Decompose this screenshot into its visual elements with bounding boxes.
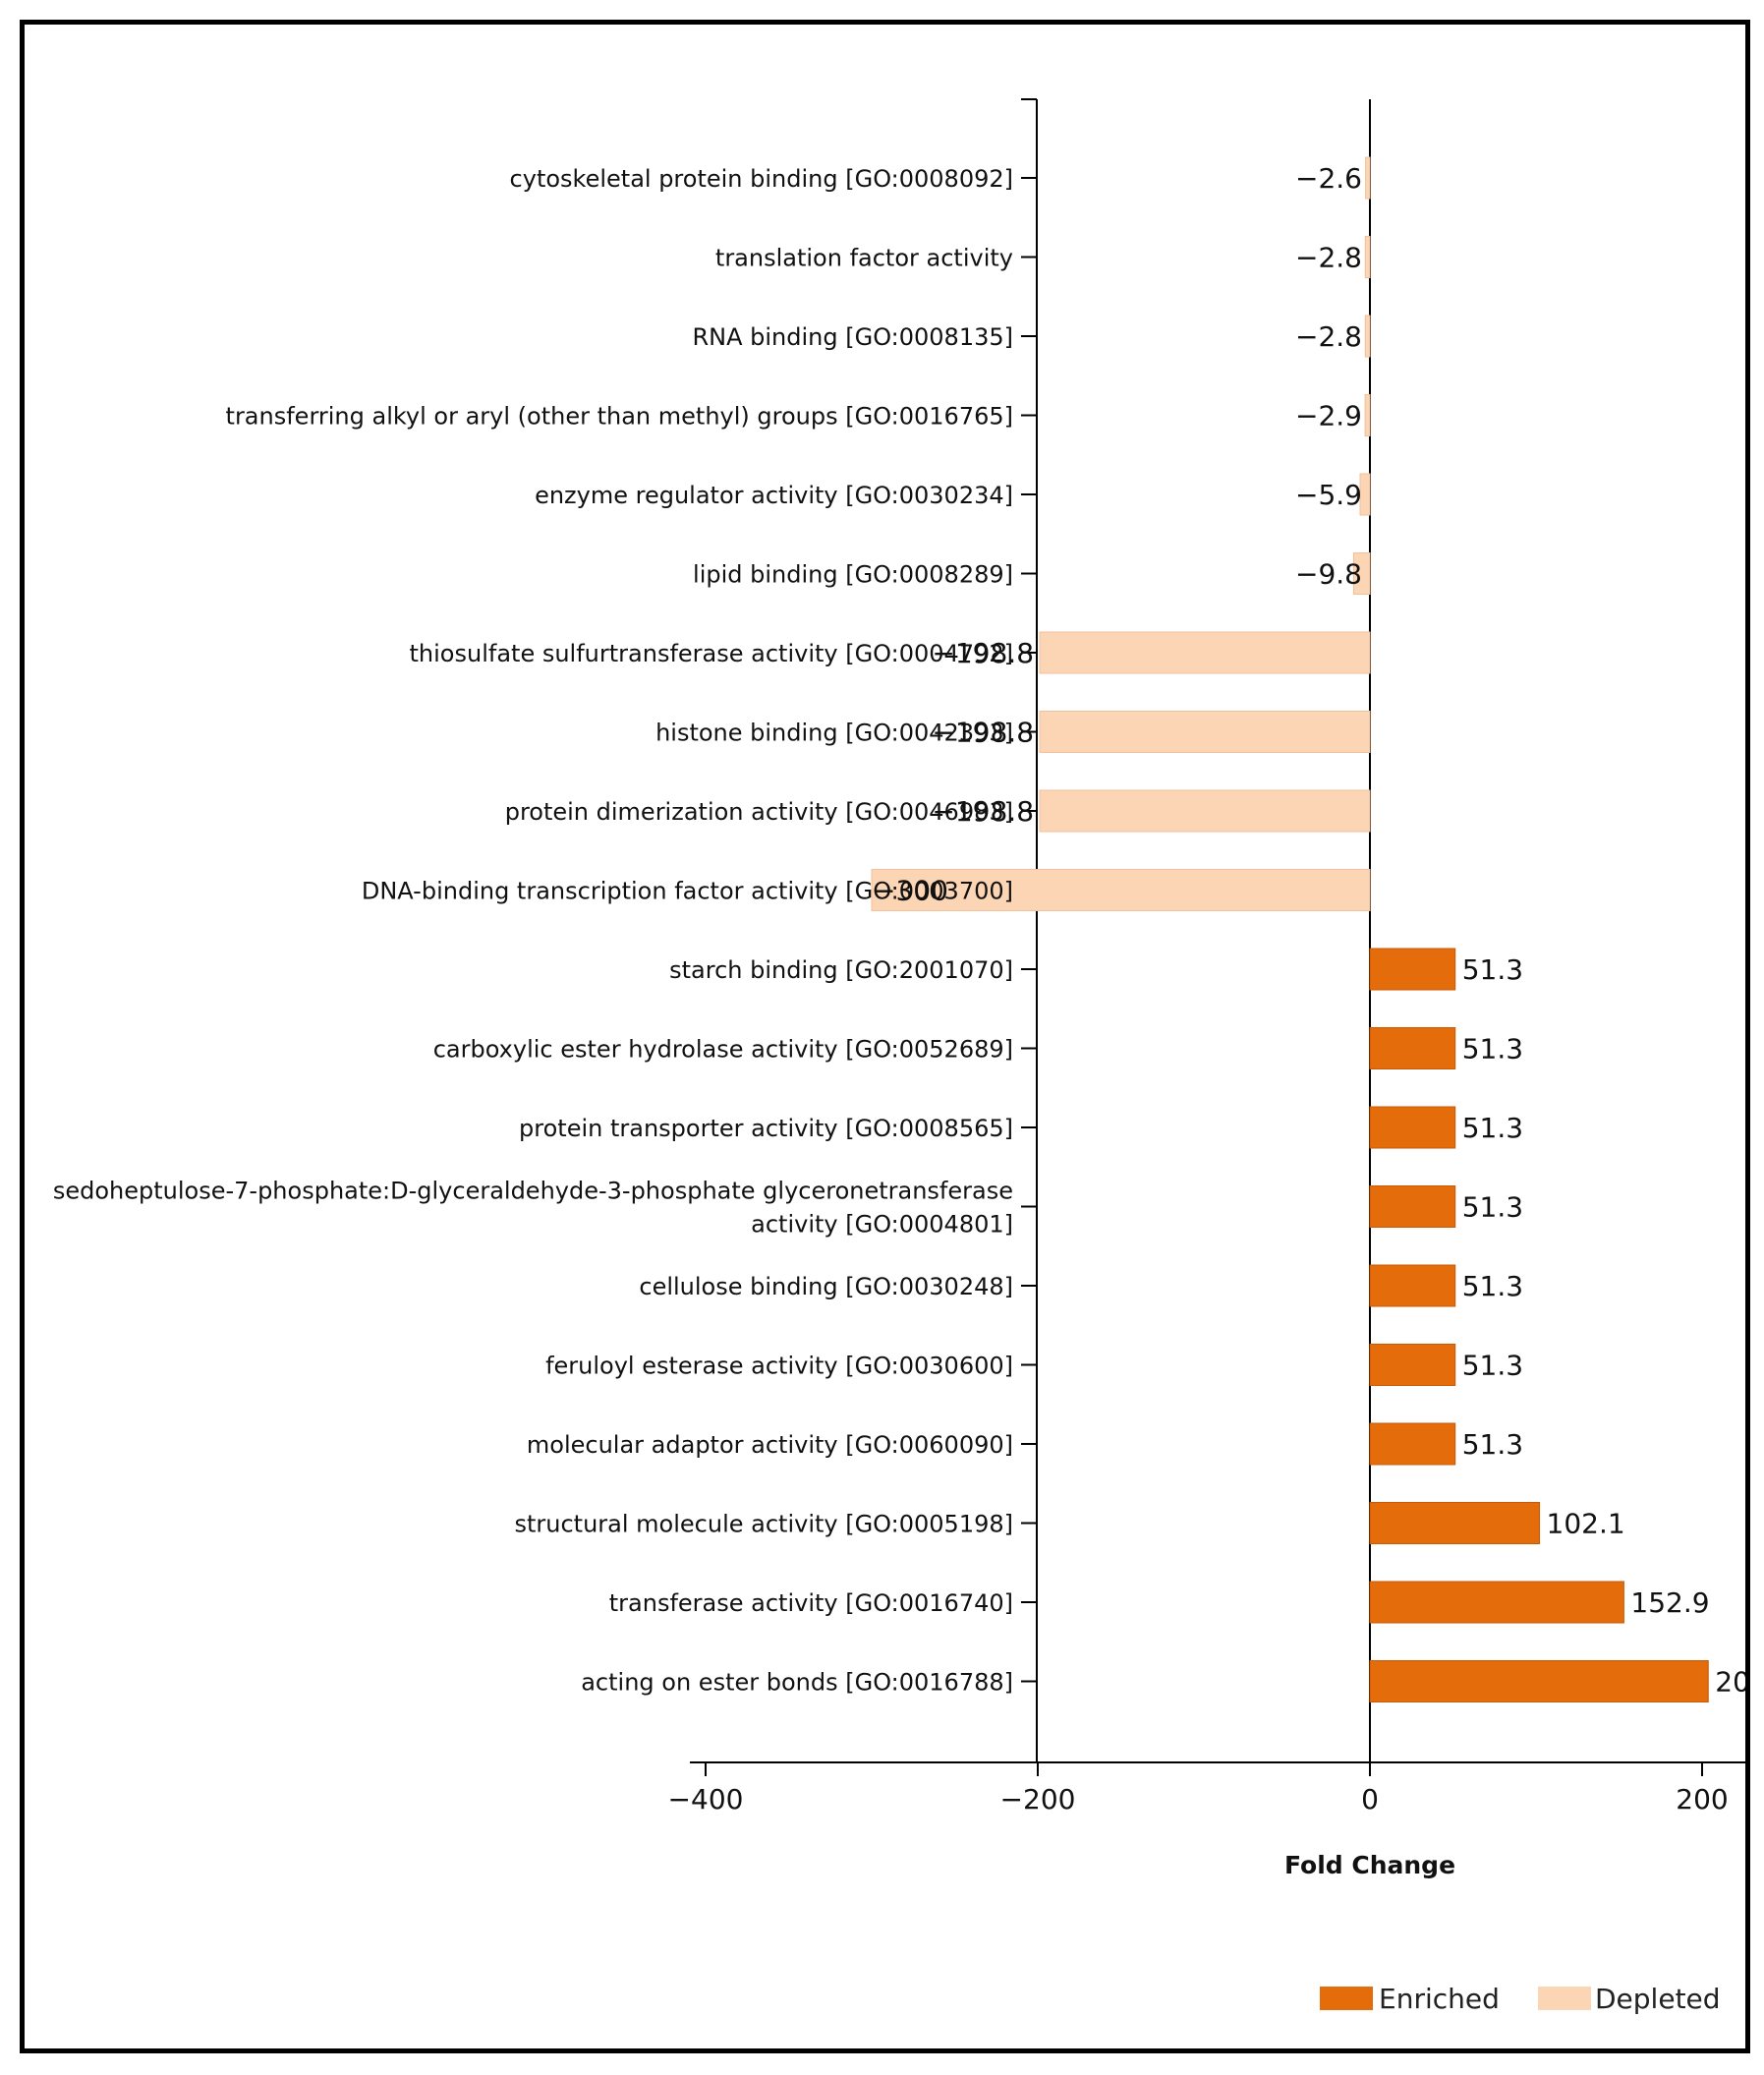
x-axis-title: Fold Change <box>1284 1851 1455 1879</box>
category-label: thiosulfate sulfurtransferase activity [… <box>410 640 1013 667</box>
depleted-bar <box>1352 552 1371 595</box>
value-label: 51.3 <box>1462 1350 1523 1382</box>
category-label: protein dimerization activity [GO:004698… <box>505 798 1013 826</box>
enriched-bar <box>1369 948 1456 991</box>
category-label: cellulose binding [GO:0030248] <box>639 1273 1013 1300</box>
depleted-bar <box>1364 394 1371 436</box>
fold-change-bar-chart: cytoskeletal protein binding [GO:0008092… <box>53 98 1745 2015</box>
enriched-bar <box>1369 1344 1456 1386</box>
depleted-bar <box>1364 315 1371 358</box>
value-label: 51.3 <box>1462 1191 1523 1224</box>
depleted-bar <box>1039 631 1371 674</box>
category-label: activity [GO:0004801] <box>751 1211 1013 1239</box>
value-label: 51.3 <box>1462 1270 1523 1302</box>
value-labels: −2.6 −2.8 −2.8 −2.9 −5.9 −9.8 −198.8 −198.8 −198… <box>873 162 1745 1699</box>
value-label: 152.9 <box>1630 1586 1709 1619</box>
x-tick-label: 0 <box>1361 1783 1379 1816</box>
depleted-bar <box>871 869 1371 911</box>
category-label: acting on ester bonds [GO:0016788] <box>581 1669 1013 1697</box>
category-label: starch binding [GO:2001070] <box>669 956 1013 984</box>
value-label: 51.3 <box>1462 1033 1523 1066</box>
enriched-bar <box>1369 1027 1456 1069</box>
x-tick-label: −400 <box>668 1783 744 1816</box>
enriched-bar <box>1369 1106 1456 1149</box>
depleted-bar <box>1365 156 1371 200</box>
value-label: 51.3 <box>1462 1112 1523 1144</box>
x-tick-label: −200 <box>1000 1783 1076 1816</box>
value-label: −198.8 <box>932 717 1034 749</box>
enriched-bar <box>1369 1422 1456 1466</box>
legend: Enriched Depleted <box>1320 1983 1721 2015</box>
value-label: −2.8 <box>1295 242 1362 274</box>
category-labels: cytoskeletal protein binding [GO:0008092… <box>53 165 1013 1697</box>
value-label: 102.1 <box>1547 1508 1625 1540</box>
value-label: 51.3 <box>1462 1428 1523 1461</box>
enriched-bar <box>1369 1660 1709 1702</box>
value-label: −2.8 <box>1295 320 1362 353</box>
enriched-bar <box>1369 1185 1456 1228</box>
value-label: 203.7 <box>1715 1666 1745 1699</box>
value-label: −300 <box>873 875 948 907</box>
category-label: transferase activity [GO:0016740] <box>609 1589 1013 1617</box>
category-label: structural molecule activity [GO:0005198… <box>514 1511 1013 1538</box>
enriched-bar <box>1369 1502 1541 1544</box>
category-label: cytoskeletal protein binding [GO:0008092… <box>510 165 1013 193</box>
category-label: DNA-binding transcription factor activit… <box>362 878 1013 905</box>
category-label: enzyme regulator activity [GO:0030234] <box>535 482 1013 509</box>
category-label: translation factor activity <box>715 245 1013 272</box>
value-label: −5.9 <box>1295 479 1362 511</box>
depleted-legend-label: Depleted <box>1595 1983 1721 2015</box>
bars <box>871 156 1709 1702</box>
enriched-legend-label: Enriched <box>1379 1983 1500 2015</box>
category-label: carboxylic ester hydrolase activity [GO:… <box>433 1036 1013 1064</box>
category-label: lipid binding [GO:0008289] <box>693 561 1013 589</box>
depleted-bar <box>1039 711 1371 753</box>
value-label: −2.6 <box>1295 162 1362 195</box>
value-label: −9.8 <box>1295 558 1362 591</box>
value-label: −198.8 <box>932 637 1034 669</box>
category-label: feruloyl esterase activity [GO:0030600] <box>545 1353 1013 1380</box>
value-label: 51.3 <box>1462 953 1523 986</box>
enriched-bar <box>1369 1264 1456 1307</box>
depleted-bar <box>1039 789 1371 833</box>
category-label: RNA binding [GO:0008135] <box>692 323 1013 351</box>
x-ticks: −400−2000200400 <box>668 1762 1729 1816</box>
depleted-bar <box>1364 236 1371 278</box>
value-label: −198.8 <box>932 795 1034 828</box>
x-tick-label: 200 <box>1676 1783 1728 1816</box>
category-label: protein transporter activity [GO:0008565… <box>519 1115 1013 1142</box>
category-label: transferring alkyl or aryl (other than m… <box>226 403 1013 431</box>
enriched-legend-swatch <box>1320 1987 1373 2010</box>
depleted-legend-swatch <box>1538 1987 1591 2010</box>
category-label: histone binding [GO:0042393] <box>655 720 1013 747</box>
enriched-bar <box>1369 1581 1624 1624</box>
figure-frame: cytoskeletal protein binding [GO:0008092… <box>20 20 1750 2053</box>
depleted-bar <box>1359 473 1371 516</box>
value-label: −2.9 <box>1295 400 1362 432</box>
axes <box>690 98 1745 1763</box>
category-label: sedoheptulose-7-phosphate:D-glyceraldehy… <box>53 1178 1013 1205</box>
category-label: molecular adaptor activity [GO:0060090] <box>527 1431 1013 1459</box>
